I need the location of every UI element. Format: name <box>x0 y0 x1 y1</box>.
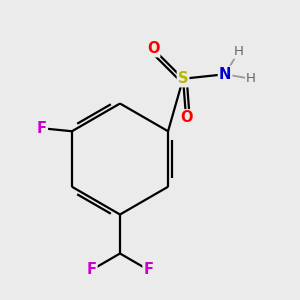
Text: H: H <box>246 72 256 85</box>
Text: F: F <box>143 262 154 278</box>
Text: F: F <box>86 262 97 278</box>
Text: O: O <box>147 41 159 56</box>
Text: S: S <box>178 71 188 86</box>
Text: H: H <box>234 45 244 58</box>
Text: N: N <box>219 67 231 82</box>
Text: F: F <box>37 121 47 136</box>
Text: O: O <box>180 110 192 125</box>
